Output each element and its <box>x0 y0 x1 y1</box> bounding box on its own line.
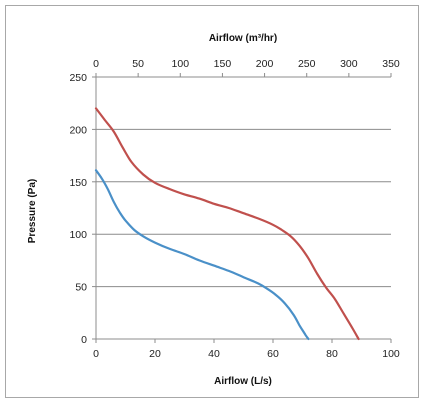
x-tick-label: 0 <box>93 348 99 360</box>
y-tick-label: 50 <box>75 282 87 294</box>
top-tick-label: 50 <box>132 58 144 70</box>
x-tick-label: 20 <box>149 348 161 360</box>
top-tick-label: 150 <box>214 58 232 70</box>
x-tick-label: 80 <box>326 348 338 360</box>
y-axis-title: Pressure (Pa) <box>27 179 38 243</box>
top-tick-label: 0 <box>93 58 99 70</box>
y-tick-label: 150 <box>69 177 87 189</box>
gridlines <box>96 76 391 288</box>
top-axis-title: Airflow (m³/hr) <box>209 33 277 44</box>
y-tick-label: 100 <box>69 229 87 241</box>
tick-labels: 0 50 100 150 200 250 0 20 40 60 80 100 0 50 100 150 200 2… <box>69 58 399 360</box>
data-lines <box>94 107 360 341</box>
y-tick-label: 0 <box>81 334 87 346</box>
x-tick-label: 100 <box>382 348 400 360</box>
top-tick-label: 300 <box>340 58 358 70</box>
top-tick-label: 250 <box>298 58 316 70</box>
series-line-2 <box>94 169 310 341</box>
top-tick-label: 100 <box>172 58 190 70</box>
y-tick-label: 200 <box>69 124 87 136</box>
x-axis-title: Airflow (L/s) <box>214 376 272 387</box>
axes <box>92 73 392 343</box>
x-tick-label: 40 <box>208 348 220 360</box>
x-tick-label: 60 <box>267 348 279 360</box>
chart-frame <box>5 5 419 398</box>
top-tick-label: 200 <box>256 58 274 70</box>
series-line-1 <box>94 107 360 341</box>
top-tick-label: 350 <box>382 58 400 70</box>
y-tick-label: 250 <box>69 72 87 84</box>
